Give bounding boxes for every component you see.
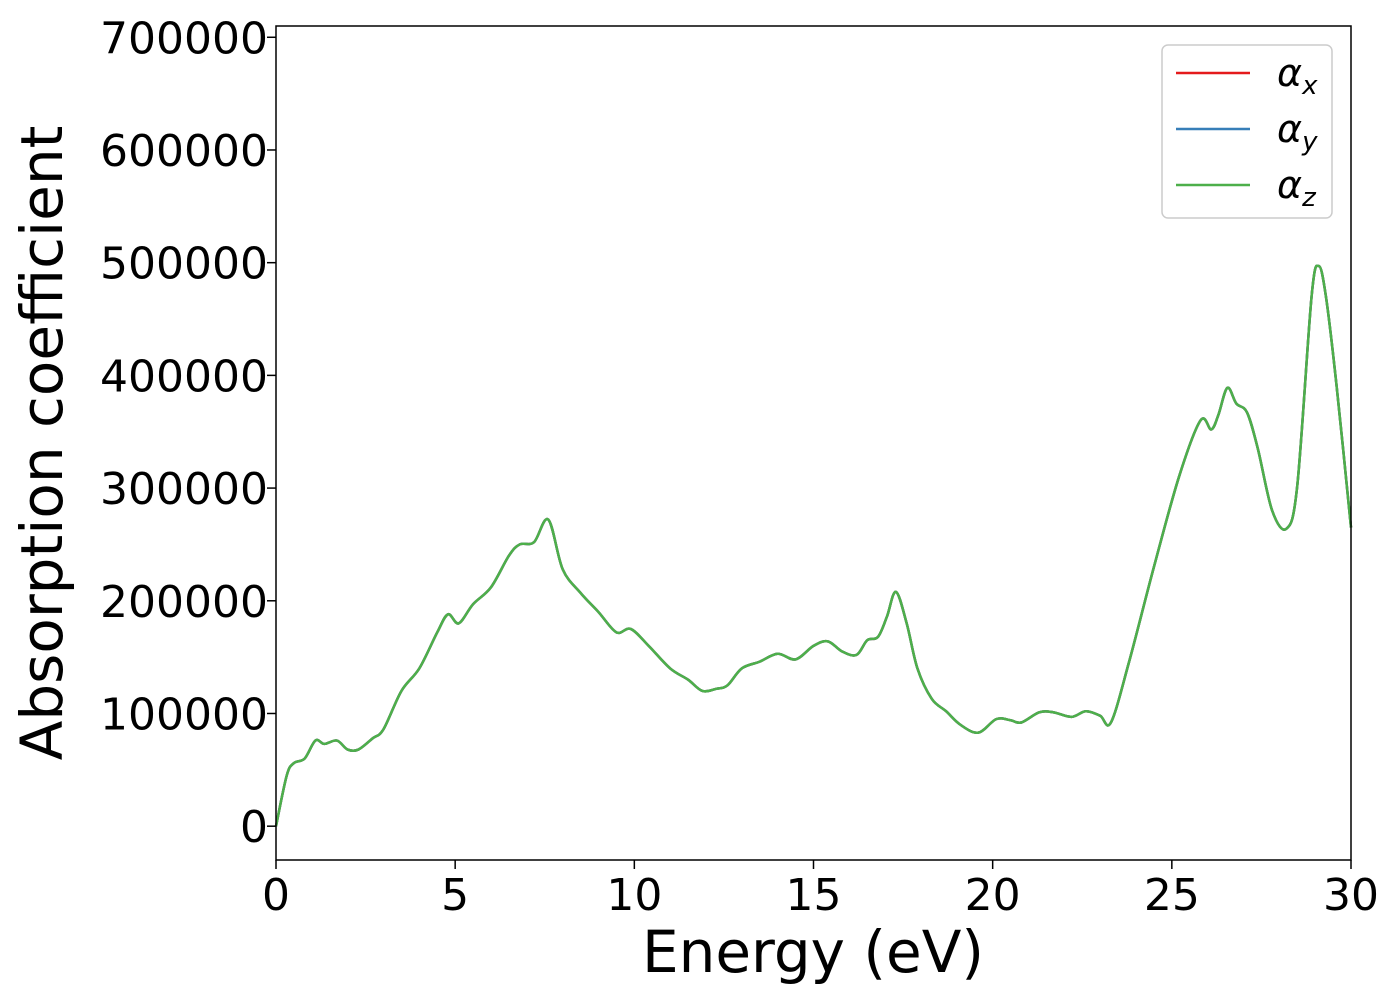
legend-label-x: αx — [1277, 51, 1318, 101]
y-tick-label: 300000 — [100, 464, 268, 515]
y-tick-label: 700000 — [100, 13, 268, 64]
y-tick-label: 600000 — [100, 126, 268, 177]
legend-label-y: αy — [1277, 107, 1318, 157]
legend-box — [1161, 44, 1333, 219]
y-tick-label: 400000 — [100, 351, 268, 402]
x-tick-label: 10 — [606, 870, 662, 921]
y-axis-label: Absorption coefficient — [8, 126, 76, 761]
x-tick-label: 20 — [965, 870, 1021, 921]
y-ticks: 0 100000 200000 300000 400000 500000 600000 700… — [100, 13, 276, 853]
x-tick-label: 0 — [262, 870, 290, 921]
series-layer — [274, 264, 1353, 827]
x-tick-label: 30 — [1323, 870, 1379, 921]
x-tick-label: 25 — [1144, 870, 1200, 921]
x-ticks: 0 5 10 15 20 25 30 — [262, 860, 1379, 921]
series-line-z — [274, 264, 1353, 827]
x-axis-label: Energy (eV) — [642, 918, 984, 986]
legend-label-z: αz — [1277, 163, 1317, 213]
x-tick-label: 15 — [786, 870, 842, 921]
y-tick-label: 200000 — [100, 577, 268, 628]
y-tick-label: 500000 — [100, 239, 268, 290]
legend: αx αy αz — [1161, 44, 1333, 219]
x-tick-label: 5 — [441, 870, 469, 921]
legend-entries: αx αy αz — [1176, 51, 1318, 213]
y-tick-label: 100000 — [100, 689, 268, 740]
y-tick-label: 0 — [240, 802, 268, 853]
